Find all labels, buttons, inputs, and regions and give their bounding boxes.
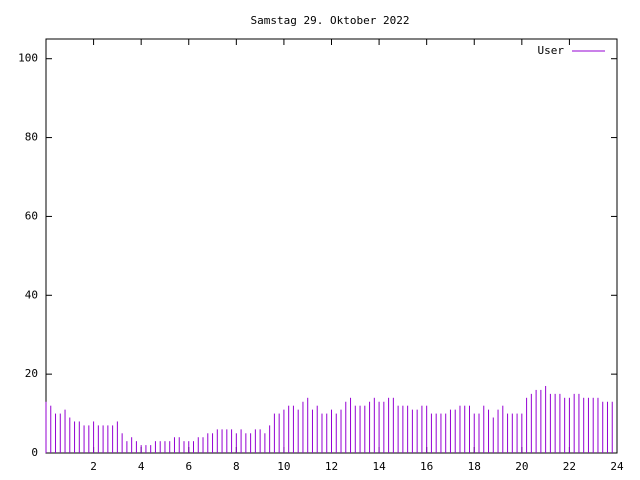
x-tick-label: 14 bbox=[372, 460, 386, 473]
legend-label: User bbox=[538, 44, 565, 57]
y-tick-label: 80 bbox=[25, 131, 38, 144]
x-tick-label: 12 bbox=[325, 460, 338, 473]
y-tick-label: 40 bbox=[25, 288, 38, 301]
x-tick-label: 10 bbox=[277, 460, 290, 473]
x-tick-label: 2 bbox=[90, 460, 97, 473]
x-tick-label: 22 bbox=[563, 460, 576, 473]
x-tick-label: 24 bbox=[610, 460, 624, 473]
chart-title: Samstag 29. Oktober 2022 bbox=[251, 14, 410, 27]
x-tick-label: 16 bbox=[420, 460, 433, 473]
y-tick-label: 60 bbox=[25, 209, 38, 222]
y-tick-label: 20 bbox=[25, 367, 38, 380]
x-tick-label: 20 bbox=[515, 460, 528, 473]
y-tick-label: 0 bbox=[31, 446, 38, 459]
x-tick-label: 18 bbox=[468, 460, 481, 473]
x-tick-label: 6 bbox=[185, 460, 192, 473]
x-tick-label: 8 bbox=[233, 460, 240, 473]
x-tick-label: 4 bbox=[138, 460, 145, 473]
y-tick-label: 100 bbox=[18, 52, 38, 65]
plot-border bbox=[45, 38, 618, 454]
